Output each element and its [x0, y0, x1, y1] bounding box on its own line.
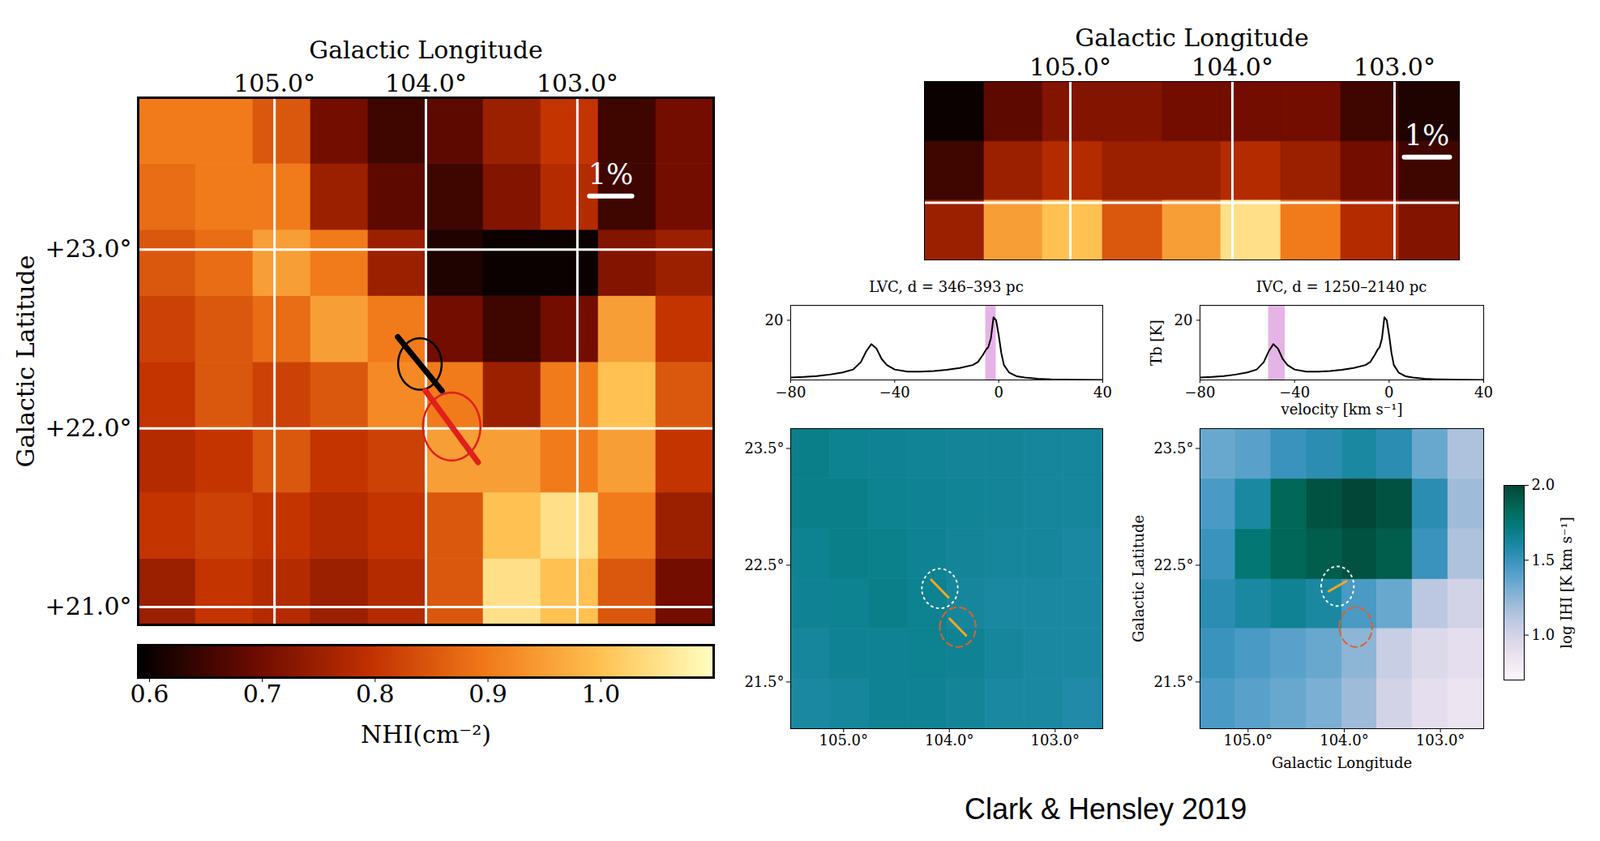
svg-text:21.5°: 21.5°	[744, 672, 784, 690]
svg-text:−80: −80	[1185, 383, 1216, 401]
svg-text:0.8: 0.8	[355, 679, 395, 708]
svg-text:Tb [K]: Tb [K]	[1147, 319, 1165, 366]
svg-text:−40: −40	[1279, 383, 1310, 401]
svg-text:Galactic Latitude: Galactic Latitude	[11, 255, 40, 468]
svg-text:104.0°: 104.0°	[924, 731, 975, 749]
svg-text:Galactic Longitude: Galactic Longitude	[1074, 23, 1310, 52]
svg-text:21.5°: 21.5°	[1153, 672, 1194, 690]
svg-text:NHI(cm⁻²): NHI(cm⁻²)	[360, 719, 492, 749]
svg-text:1.0: 1.0	[581, 679, 621, 708]
svg-text:104.0°: 104.0°	[1191, 52, 1274, 82]
svg-text:103.0°: 103.0°	[1353, 52, 1436, 82]
svg-text:log IHI [K km s⁻¹]: log IHI [K km s⁻¹]	[1557, 516, 1575, 648]
svg-text:22.5°: 22.5°	[1153, 556, 1194, 574]
svg-text:2.0: 2.0	[1531, 475, 1556, 493]
svg-text:104.0°: 104.0°	[1319, 731, 1369, 749]
svg-text:103.0°: 103.0°	[1416, 731, 1466, 749]
html-text:Clark & Hensley 2019: Clark & Hensley 2019	[964, 791, 1247, 826]
svg-text:105.0°: 105.0°	[1223, 731, 1274, 749]
svg-text:1.0: 1.0	[1531, 625, 1556, 643]
svg-text:Galactic Longitude: Galactic Longitude	[1271, 753, 1412, 771]
svg-text:Galactic Latitude: Galactic Latitude	[1129, 514, 1147, 642]
svg-text:105.0°: 105.0°	[818, 731, 869, 749]
svg-text:1%: 1%	[1404, 119, 1451, 152]
svg-text:velocity [km s⁻¹]: velocity [km s⁻¹]	[1279, 400, 1403, 418]
svg-text:103.0°: 103.0°	[536, 68, 619, 98]
svg-text:23.5°: 23.5°	[744, 439, 784, 457]
svg-text:40: 40	[1474, 383, 1494, 401]
svg-text:20: 20	[765, 311, 784, 329]
svg-text:−40: −40	[879, 383, 911, 401]
svg-text:+23.0°: +23.0°	[45, 234, 133, 263]
html-text:IVC, d = 1250–2140 pc: IVC, d = 1250–2140 pc	[1256, 278, 1427, 296]
svg-text:1%: 1%	[588, 158, 634, 191]
svg-text:103.0°: 103.0°	[1031, 731, 1081, 749]
svg-text:105.0°: 105.0°	[233, 68, 316, 98]
svg-text:104.0°: 104.0°	[385, 68, 467, 98]
svg-text:0.6: 0.6	[130, 679, 170, 708]
svg-text:0: 0	[1384, 383, 1394, 401]
svg-text:Galactic Longitude: Galactic Longitude	[308, 35, 544, 65]
svg-text:−80: −80	[775, 383, 807, 401]
svg-text:0.9: 0.9	[468, 679, 508, 708]
svg-text:23.5°: 23.5°	[1153, 439, 1194, 457]
svg-text:+21.0°: +21.0°	[45, 591, 133, 621]
html-text:LVC, d = 346–393 pc: LVC, d = 346–393 pc	[869, 278, 1024, 296]
svg-text:22.5°: 22.5°	[744, 556, 784, 574]
svg-text:+22.0°: +22.0°	[45, 413, 133, 442]
svg-text:0.7: 0.7	[243, 679, 283, 708]
svg-text:20: 20	[1174, 311, 1194, 329]
svg-text:40: 40	[1093, 383, 1113, 401]
svg-text:1.5: 1.5	[1531, 551, 1556, 569]
svg-text:0: 0	[993, 383, 1003, 401]
svg-text:105.0°: 105.0°	[1029, 52, 1112, 82]
